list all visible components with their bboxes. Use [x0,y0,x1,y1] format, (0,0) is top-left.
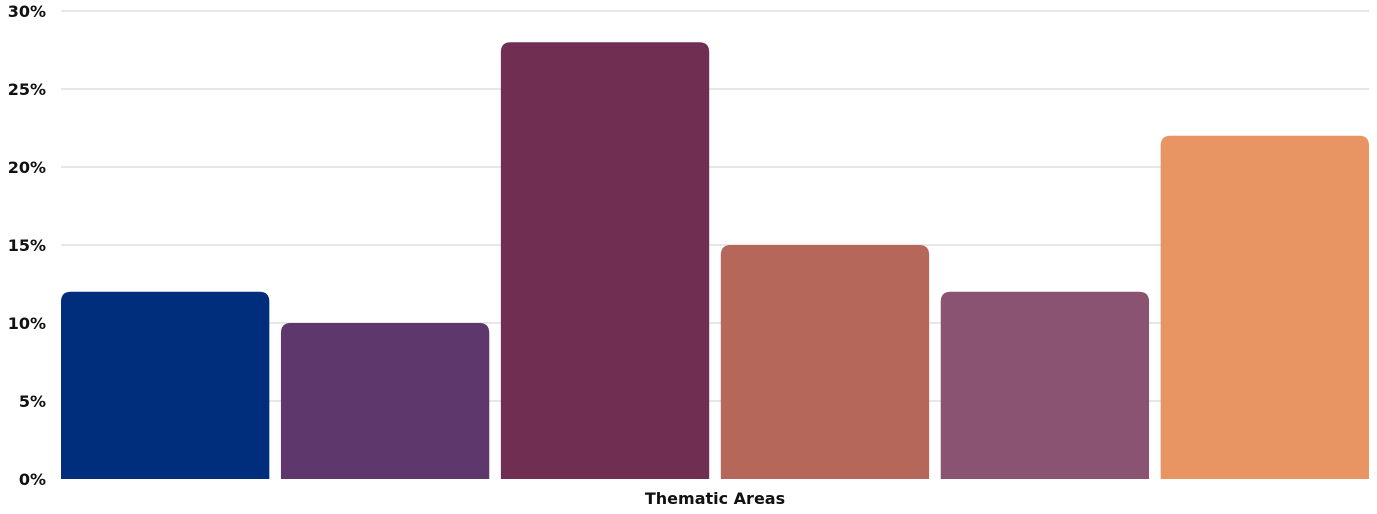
bars [61,42,1369,480]
bar [940,291,1150,479]
bar [500,42,710,479]
y-tick-label: 10% [8,314,46,333]
bar [720,245,930,479]
bar [1160,135,1369,480]
y-tick-label: 20% [8,158,46,177]
y-tick-label: 5% [19,392,46,411]
y-axis-ticks: 0% 5% 10% 15% 20% 25% 30% [8,2,46,489]
y-tick-label: 15% [8,236,46,255]
y-tick-label: 0% [19,470,46,489]
bar [280,323,490,479]
gridlines [61,10,1369,402]
x-axis-title: Thematic Areas [645,489,785,508]
bar [61,291,270,479]
y-tick-label: 30% [8,2,46,21]
y-tick-label: 25% [8,80,46,99]
